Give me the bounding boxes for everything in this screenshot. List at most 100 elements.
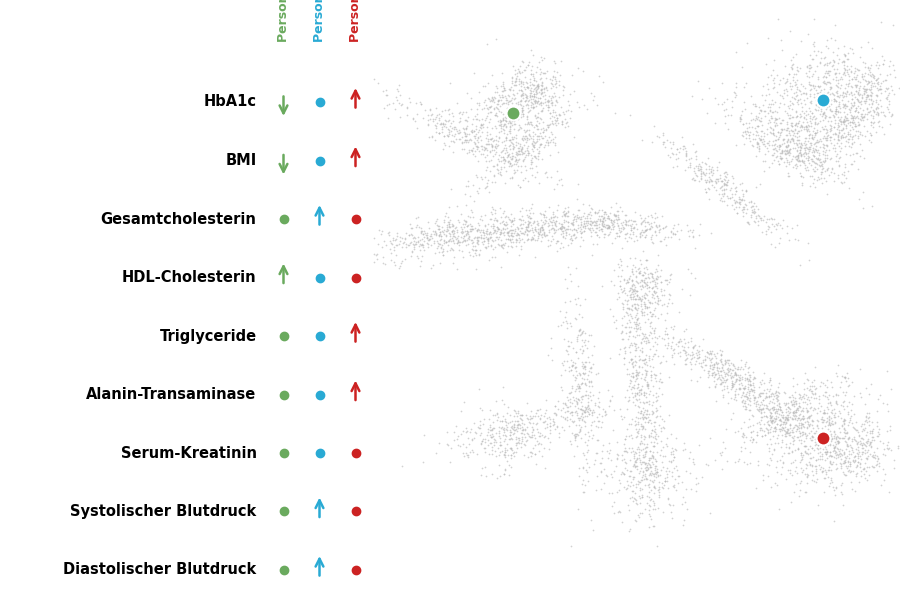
Point [678,445,692,454]
Point [509,98,524,108]
Point [872,84,886,94]
Point [490,110,504,120]
Point [744,437,759,447]
Point [775,462,789,472]
Point [537,211,552,220]
Point [800,394,814,404]
Point [842,125,857,134]
Point [792,126,806,136]
Point [472,214,487,224]
Point [407,236,421,245]
Point [799,133,814,142]
Point [587,407,601,417]
Point [564,407,579,416]
Point [706,347,720,356]
Point [632,454,646,463]
Point [626,357,641,367]
Point [780,123,795,133]
Point [832,409,847,418]
Point [766,145,780,154]
Point [665,137,680,147]
Point [710,373,724,382]
Point [777,146,791,155]
Point [860,70,875,79]
Point [635,457,650,467]
Point [647,350,662,359]
Point [631,304,645,313]
Point [832,125,846,134]
Point [771,430,786,440]
Point [585,410,599,420]
Point [539,422,554,432]
Point [569,232,583,242]
Point [767,391,781,400]
Point [868,450,882,460]
Point [733,112,747,121]
Point [590,436,604,445]
Point [770,218,785,227]
Point [580,214,595,223]
Point [598,213,612,223]
Point [791,153,806,163]
Point [621,303,635,313]
Point [652,331,667,340]
Point [450,238,464,248]
Point [702,353,716,363]
Point [719,167,733,177]
Point [832,127,847,136]
Point [528,172,543,182]
Point [637,398,652,407]
Point [498,112,512,121]
Point [689,349,704,358]
Point [716,97,731,107]
Point [568,294,582,304]
Point [546,81,561,91]
Point [785,133,799,143]
Point [736,387,751,397]
Point [530,424,544,434]
Point [531,231,545,241]
Point [625,486,639,496]
Point [434,231,448,241]
Point [600,223,615,233]
Point [814,85,828,95]
Point [852,90,867,100]
Point [510,438,525,448]
Point [650,223,664,232]
Point [774,419,788,429]
Point [473,120,488,130]
Point [640,462,654,472]
Point [447,238,462,248]
Point [514,96,528,106]
Point [574,434,589,443]
Point [848,130,862,140]
Point [628,400,643,409]
Point [814,160,828,170]
Point [642,396,656,406]
Point [525,200,539,209]
Point [685,227,699,237]
Point [629,479,643,489]
Point [455,144,470,154]
Point [529,144,544,154]
Point [625,313,639,323]
Point [475,122,490,132]
Point [515,211,529,220]
Point [790,422,805,431]
Point [738,361,752,371]
Point [639,413,653,423]
Point [829,398,843,407]
Point [404,229,419,239]
Point [781,69,796,79]
Point [533,70,547,79]
Point [879,366,894,376]
Point [644,218,659,228]
Point [639,332,653,342]
Point [645,362,660,372]
Point [493,229,508,239]
Point [795,122,809,132]
Point [597,212,611,222]
Point [637,504,652,514]
Point [751,216,765,226]
Point [478,115,492,125]
